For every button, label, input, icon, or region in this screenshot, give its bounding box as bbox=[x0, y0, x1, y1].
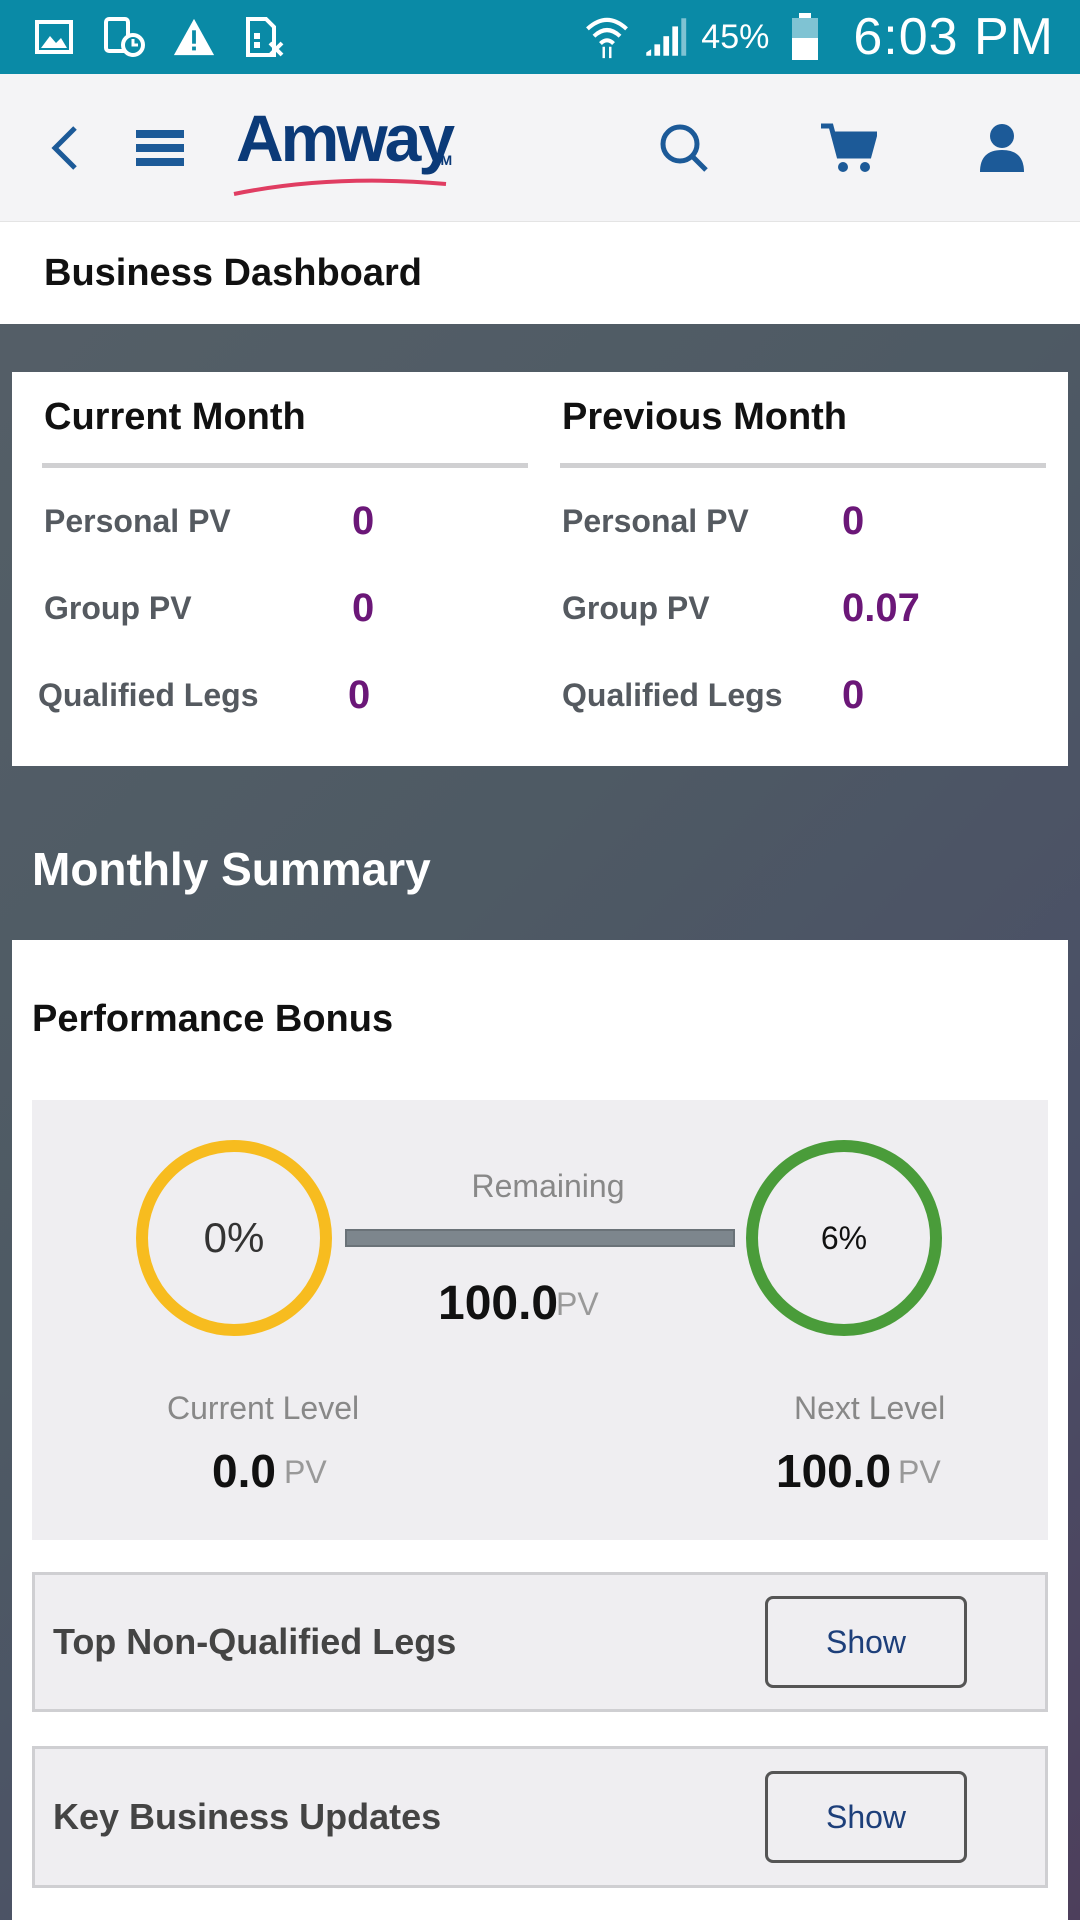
performance-bonus-card: Performance Bonus 0% Remaining 100.0 PV … bbox=[12, 940, 1068, 1920]
next-level-ring: 6% bbox=[746, 1140, 942, 1336]
top-non-qualified-legs-label: Top Non-Qualified Legs bbox=[53, 1621, 457, 1662]
stat-value: 0.07 bbox=[842, 586, 920, 630]
show-legs-button[interactable]: Show bbox=[765, 1596, 967, 1688]
stat-value: 0 bbox=[352, 499, 375, 543]
stat-row: Qualified Legs 0 bbox=[560, 652, 1046, 739]
stat-label: Qualified Legs bbox=[38, 677, 259, 713]
battery-percent: 45% bbox=[701, 17, 770, 56]
stat-row: Group PV 0 bbox=[42, 565, 528, 652]
stat-label: Group PV bbox=[562, 590, 710, 626]
current-month-column: Current Month Personal PV 0 Group PV 0 Q… bbox=[38, 372, 528, 739]
logo-trademark: TM bbox=[432, 152, 453, 168]
stat-label: Group PV bbox=[44, 590, 192, 626]
monthly-summary-title: Monthly Summary bbox=[32, 843, 431, 895]
next-level-label: Next Level bbox=[794, 1390, 946, 1426]
previous-month-column: Previous Month Personal PV 0 Group PV 0.… bbox=[560, 372, 1046, 739]
stat-label: Qualified Legs bbox=[562, 677, 783, 713]
remaining-unit: PV bbox=[556, 1286, 599, 1322]
current-level-label: Current Level bbox=[167, 1390, 360, 1426]
remaining-value: 100.0 bbox=[438, 1277, 559, 1330]
current-level-ring: 0% bbox=[136, 1140, 332, 1336]
current-level-value: 0.0 bbox=[212, 1445, 276, 1497]
image-icon bbox=[32, 15, 76, 59]
app-header: Amway TM bbox=[0, 74, 1080, 222]
cart-icon[interactable] bbox=[818, 120, 878, 176]
stat-value: 0 bbox=[352, 586, 375, 630]
stat-label: Personal PV bbox=[562, 503, 749, 539]
device-clock-icon bbox=[102, 15, 146, 59]
menu-icon[interactable] bbox=[134, 126, 186, 170]
back-icon[interactable] bbox=[44, 120, 84, 176]
next-level-unit: PV bbox=[898, 1454, 941, 1490]
stat-row: Personal PV 0 bbox=[560, 478, 1046, 565]
next-level-value: 100.0 bbox=[776, 1445, 892, 1497]
page-title: Business Dashboard bbox=[44, 251, 422, 294]
current-level-percent: 0% bbox=[203, 1214, 265, 1261]
search-icon[interactable] bbox=[656, 120, 712, 176]
battery-icon bbox=[783, 13, 827, 60]
logo-wordmark: Amway bbox=[236, 101, 455, 175]
status-bar: 45% 6:03 PM bbox=[0, 0, 1080, 74]
account-icon[interactable] bbox=[976, 120, 1028, 176]
wifi-icon bbox=[585, 15, 629, 59]
remaining-label: Remaining bbox=[471, 1168, 625, 1204]
current-level-unit: PV bbox=[284, 1454, 327, 1490]
page-title-bar: Business Dashboard bbox=[0, 222, 1080, 324]
current-month-title: Current Month bbox=[42, 372, 528, 468]
progress-bar bbox=[345, 1229, 735, 1247]
top-non-qualified-legs-row: Top Non-Qualified Legs Show bbox=[32, 1572, 1048, 1712]
clock-time: 6:03 PM bbox=[853, 8, 1054, 66]
key-business-updates-label: Key Business Updates bbox=[53, 1796, 442, 1837]
performance-bonus-title: Performance Bonus bbox=[32, 998, 394, 1040]
performance-progress-panel: 0% Remaining 100.0 PV 6% Current Level 0… bbox=[32, 1100, 1048, 1540]
stat-row: Group PV 0.07 bbox=[560, 565, 1046, 652]
warning-icon bbox=[172, 15, 216, 59]
next-level-percent: 6% bbox=[820, 1219, 868, 1256]
stat-row: Personal PV 0 bbox=[42, 478, 528, 565]
file-x-icon bbox=[242, 15, 286, 59]
stat-value: 0 bbox=[842, 499, 865, 543]
stat-value: 0 bbox=[842, 673, 865, 717]
stat-value: 0 bbox=[348, 673, 371, 717]
stat-label: Personal PV bbox=[44, 503, 231, 539]
key-business-updates-row: Key Business Updates Show bbox=[32, 1746, 1048, 1888]
signal-icon bbox=[643, 15, 687, 59]
stat-row: Qualified Legs 0 bbox=[38, 652, 528, 739]
month-stats-card: Current Month Personal PV 0 Group PV 0 Q… bbox=[12, 372, 1068, 766]
logo-swoosh bbox=[233, 178, 447, 196]
show-updates-button[interactable]: Show bbox=[765, 1771, 967, 1863]
previous-month-title: Previous Month bbox=[560, 372, 1046, 468]
